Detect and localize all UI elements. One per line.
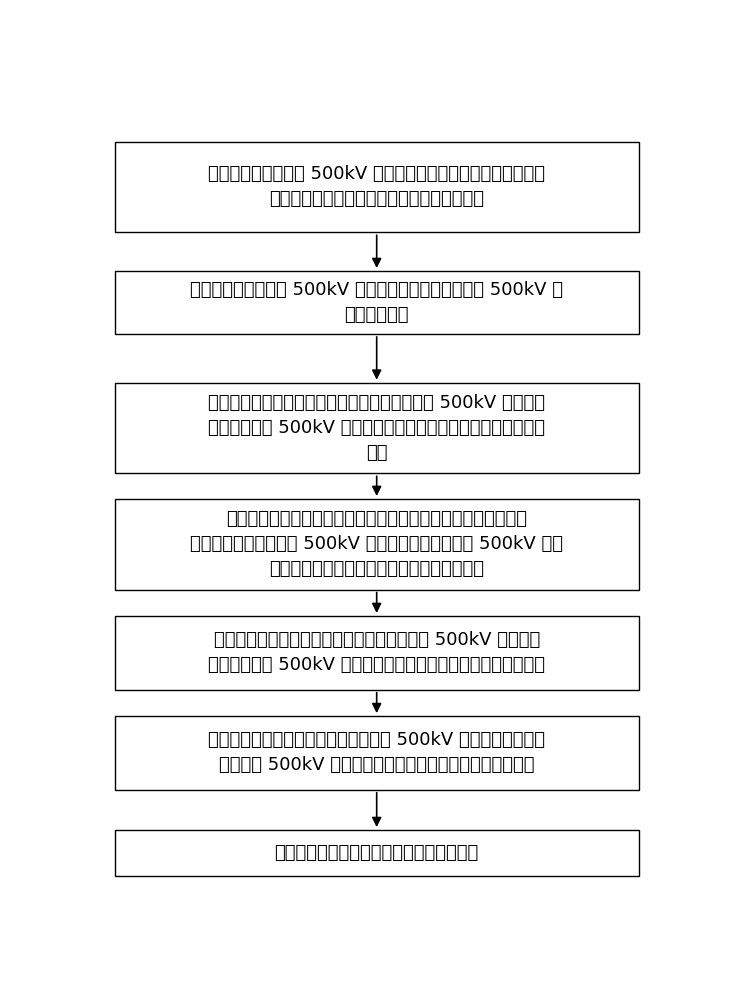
- Text: 绕组体积尺寸与正常 500kV 级产品同等水平，线圈形式相同，针
对不同种类的高压、中压、低绕组型式设计。: 绕组体积尺寸与正常 500kV 级产品同等水平，线圈形式相同，针 对不同种类的高…: [208, 165, 545, 208]
- FancyBboxPatch shape: [115, 383, 639, 473]
- FancyBboxPatch shape: [115, 142, 639, 232]
- Text: 绕组导线、匹绵缘、坤块、支条等材料与正常 500kV 级水平相
同，能够模拟 500kV 级或电压更高、容量更大产品的生产实际。: 绕组导线、匹绵缘、坤块、支条等材料与正常 500kV 级水平相 同，能够模拟 5…: [208, 631, 545, 674]
- Text: 绕组的绕制、支紧、干燥、套装与正常 500kV 级水平产品相同，
能够模拟 500kV 级或电压更高、容量更大产品的生产实际。: 绕组的绕制、支紧、干燥、套装与正常 500kV 级水平产品相同， 能够模拟 50…: [208, 731, 545, 774]
- Text: 绕组导线在短路冲击试验中，电动力应力与正常 500kV 级水平相
同，能够验证 500kV 级或电压更高、容量更大产品的短路受力情
况。: 绕组导线在短路冲击试验中，电动力应力与正常 500kV 级水平相 同，能够验证 …: [208, 394, 545, 462]
- FancyBboxPatch shape: [115, 271, 639, 334]
- FancyBboxPatch shape: [115, 830, 639, 876]
- Text: 导线线规形式与正常 500kV 级水平相同设计，能够等效 500kV 级
及以上产品。: 导线线规形式与正常 500kV 级水平相同设计，能够等效 500kV 级 及以上…: [190, 281, 563, 324]
- Text: 绕组导线在短路冲击试验中，由绕组许用强度与实际电动力比值
确定的安全系数与正常 500kV 级水平相同，能够验证 500kV 级或
电压更高、容量更大产品的短路: 绕组导线在短路冲击试验中，由绕组许用强度与实际电动力比值 确定的安全系数与正常 …: [190, 510, 563, 578]
- FancyBboxPatch shape: [115, 499, 639, 590]
- Text: 设计、生产制造等效模型，开展短路试验。: 设计、生产制造等效模型，开展短路试验。: [275, 844, 478, 862]
- FancyBboxPatch shape: [115, 616, 639, 690]
- FancyBboxPatch shape: [115, 716, 639, 790]
